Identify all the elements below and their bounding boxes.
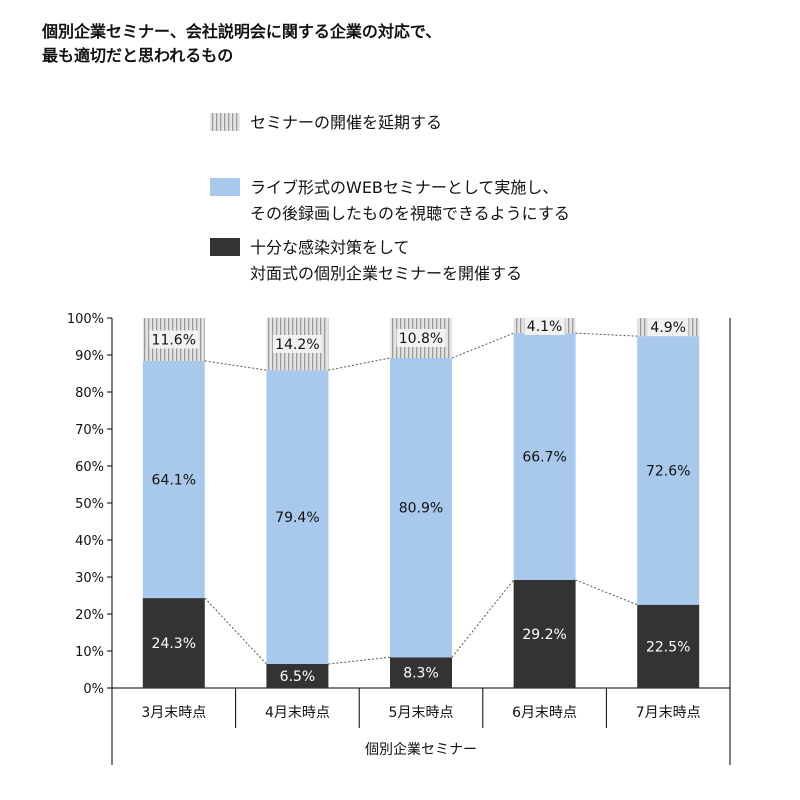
- connector-line: [204, 360, 267, 371]
- bar-segment: [390, 357, 452, 658]
- connector-line: [451, 332, 514, 359]
- y-tick-label: 20%: [75, 608, 104, 623]
- y-tick-label: 10%: [75, 645, 104, 660]
- x-tick-label: 6月末時点: [512, 705, 577, 721]
- data-labels: 24.3% 64.1% 11.6% 6.5% 79.4% 14.2% 8.3% 80.9% 10…: [149, 317, 690, 685]
- y-tick-label: 80%: [75, 386, 104, 401]
- legend-swatch: [210, 238, 240, 256]
- legend-label: 十分な感染対策をして: [250, 238, 410, 257]
- bar-segment: [266, 370, 329, 664]
- legend: セミナーの開催を延期するライブ形式のWEBセミナーとして実施し、その後録画したも…: [210, 113, 570, 283]
- connector-line: [575, 579, 638, 606]
- data-label: 72.6%: [646, 463, 690, 479]
- y-tick-label: 50%: [75, 497, 104, 512]
- bar-segment: [637, 604, 700, 688]
- data-label: 80.9%: [399, 501, 443, 517]
- group-label: 個別企業セミナー: [365, 741, 477, 758]
- legend-item: ライブ形式のWEBセミナーとして実施し、その後録画したものを視聴できるようにする: [210, 178, 570, 223]
- data-label: 6.5%: [280, 669, 316, 685]
- data-label: 66.7%: [522, 450, 566, 466]
- data-label: 8.3%: [403, 666, 439, 682]
- connector-line: [451, 579, 514, 658]
- data-label: 4.9%: [650, 320, 686, 336]
- data-label: 79.4%: [275, 510, 319, 526]
- bar-segment: [513, 333, 576, 580]
- chart-title: 個別企業セミナー、会社説明会に関する企業の対応で、 最も適切だと思われるもの: [42, 20, 762, 68]
- data-label: 4.1%: [527, 319, 563, 335]
- data-label-background: [396, 328, 446, 347]
- data-label-background: [648, 318, 689, 337]
- y-tick-label: 100%: [67, 312, 104, 327]
- data-label: 14.2%: [275, 337, 319, 353]
- legend-label: ライブ形式のWEBセミナーとして実施し、: [250, 178, 558, 197]
- data-label-background: [272, 334, 322, 353]
- y-tick-label: 0%: [83, 682, 104, 697]
- connector-lines: [204, 332, 638, 665]
- connector-line: [328, 357, 391, 371]
- data-label-background: [149, 330, 199, 349]
- x-tick-label: 3月末時点: [141, 705, 206, 721]
- data-label: 22.5%: [646, 639, 690, 655]
- x-tick-label: 7月末時点: [636, 705, 701, 721]
- bar-segment: [390, 657, 452, 688]
- legend-label: セミナーの開催を延期する: [250, 113, 442, 132]
- bar-segment: [513, 579, 576, 688]
- y-tick-label: 70%: [75, 423, 104, 438]
- data-label: 10.8%: [399, 331, 443, 347]
- connector-line: [328, 656, 391, 665]
- connector-line: [204, 597, 267, 665]
- connector-line: [575, 332, 638, 337]
- bar-segment: [266, 663, 329, 688]
- chart-title-line-2: 最も適切だと思われるもの: [42, 46, 234, 65]
- x-tick-label: 4月末時点: [265, 705, 330, 721]
- y-tick-label: 30%: [75, 571, 104, 586]
- y-tick-label: 60%: [75, 460, 104, 475]
- data-label: 11.6%: [152, 332, 196, 348]
- chart-title-line-1: 個別企業セミナー、会社説明会に関する企業の対応で、: [42, 22, 442, 41]
- y-tick-label: 40%: [75, 534, 104, 549]
- data-label: 29.2%: [522, 627, 566, 643]
- bar-segment: [142, 360, 205, 599]
- legend-label: その後録画したものを視聴できるようにする: [250, 204, 570, 223]
- legend-swatch: [210, 178, 240, 196]
- legend-item: セミナーの開催を延期する: [210, 113, 442, 132]
- data-label: 64.1%: [152, 473, 196, 489]
- data-label-background: [524, 317, 565, 335]
- x-tick-label: 5月末時点: [389, 705, 454, 721]
- y-tick-label: 90%: [75, 349, 104, 364]
- bar-segment: [142, 598, 205, 688]
- legend-swatch: [210, 113, 240, 131]
- axes: 0% 10% 20% 30% 40% 50% 60% 70% 80% 90% 100% 3月末時点 4月…: [67, 312, 731, 765]
- bar-segment: [637, 336, 700, 605]
- legend-label: 対面式の個別企業セミナーを開催する: [250, 264, 522, 283]
- data-label: 24.3%: [152, 636, 196, 652]
